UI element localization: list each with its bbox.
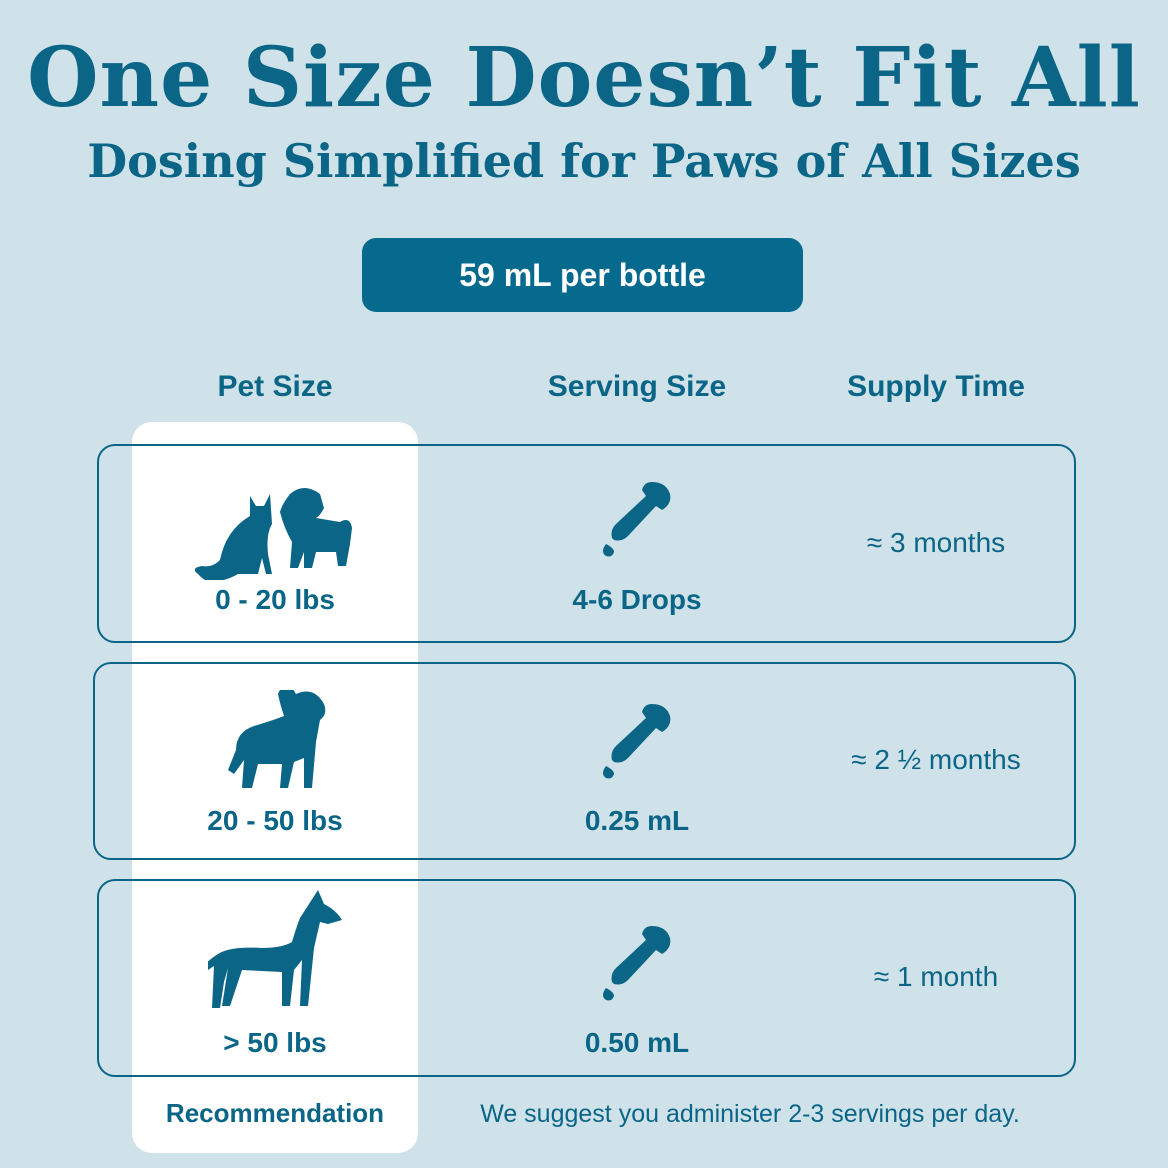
page-title: One Size Doesn’t Fit All bbox=[27, 30, 1141, 126]
bottle-volume-badge: 59 mL per bottle bbox=[362, 238, 803, 312]
recommendation-label: Recommendation bbox=[165, 1098, 385, 1128]
pet-size-highlight-column bbox=[132, 422, 418, 1153]
medium-dog-icon bbox=[224, 690, 330, 792]
pet-size-label: > 50 lbs bbox=[223, 1027, 327, 1058]
serving-size-label: 0.25 mL bbox=[584, 805, 690, 836]
supply-time-label: ≈ 2 ½ months bbox=[851, 744, 1021, 775]
dosing-row-medium bbox=[93, 662, 1076, 860]
page-subtitle: Dosing Simplified for Paws of All Sizes bbox=[87, 134, 1081, 188]
dropper-icon bbox=[596, 924, 676, 1004]
dosing-row-large bbox=[97, 879, 1076, 1077]
large-dog-icon bbox=[208, 890, 344, 1018]
supply-time-label: ≈ 3 months bbox=[866, 527, 1006, 558]
dropper-icon bbox=[596, 702, 676, 782]
pet-size-label: 0 - 20 lbs bbox=[215, 584, 335, 615]
serving-size-label: 4-6 Drops bbox=[572, 584, 702, 615]
dropper-icon bbox=[596, 480, 676, 560]
serving-size-label: 0.50 mL bbox=[584, 1027, 690, 1058]
cat-and-small-dog-icon bbox=[190, 484, 360, 580]
column-header-supply-time: Supply Time bbox=[847, 370, 1025, 403]
pet-size-label: 20 - 50 lbs bbox=[207, 805, 343, 836]
column-header-pet-size: Pet Size bbox=[217, 370, 333, 403]
supply-time-label: ≈ 1 month bbox=[873, 961, 999, 992]
dosing-row-small bbox=[97, 444, 1076, 643]
column-header-serving-size: Serving Size bbox=[547, 370, 727, 403]
recommendation-note: We suggest you administer 2-3 servings p… bbox=[480, 1100, 1020, 1128]
